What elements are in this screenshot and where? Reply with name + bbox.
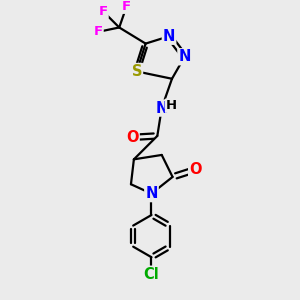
Text: F: F [99,5,108,18]
Text: O: O [189,162,202,177]
Text: S: S [132,64,142,79]
Text: F: F [94,26,103,38]
Text: N: N [145,186,158,201]
Text: O: O [126,130,139,145]
Text: N: N [155,100,168,116]
Text: N: N [178,49,191,64]
Text: F: F [122,0,131,13]
Text: Cl: Cl [144,267,159,282]
Text: N: N [163,29,175,44]
Text: H: H [166,99,177,112]
